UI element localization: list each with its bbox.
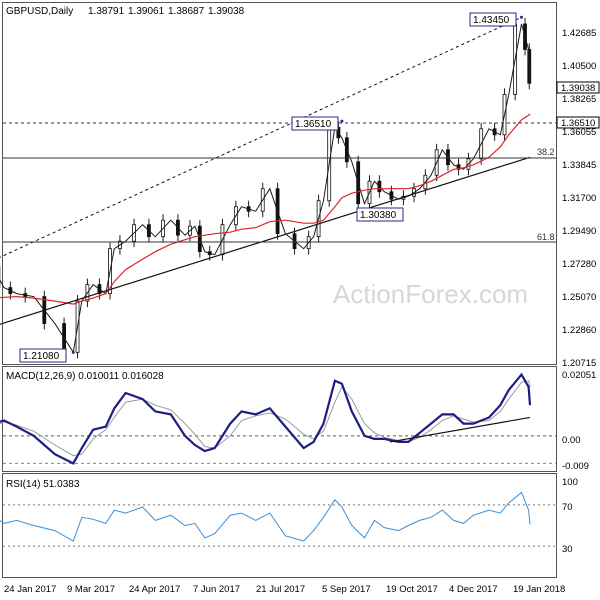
price-tick-label: 1.31700 bbox=[562, 193, 596, 204]
rsi-tick-label: 100 bbox=[562, 477, 578, 488]
price-line bbox=[0, 23, 531, 354]
rsi-tick-label: 30 bbox=[562, 544, 573, 555]
x-axis-tick-label: 4 Dec 2017 bbox=[449, 584, 498, 595]
price-panel-frame bbox=[2, 2, 557, 365]
x-axis-tick-label: 24 Jan 2017 bbox=[4, 584, 56, 595]
annotation-box-sep-high bbox=[291, 116, 339, 131]
annotation-point bbox=[519, 15, 523, 19]
chart-header-low: 1.38687 bbox=[168, 6, 205, 17]
macd-tick-label: 0.02051 bbox=[562, 370, 596, 381]
last-price-box bbox=[556, 81, 600, 94]
x-axis-tick-label: 19 Oct 2017 bbox=[386, 584, 438, 595]
macd-label: MACD(12,26,9) 0.010011 0.016028 bbox=[6, 371, 164, 382]
rsi-label: RSI(14) 51.0383 bbox=[6, 479, 80, 490]
price-tick-label: 1.29490 bbox=[562, 226, 596, 237]
macd-line bbox=[0, 372, 532, 465]
x-axis-tick-label: 24 Apr 2017 bbox=[129, 584, 180, 595]
price-tick-label: 1.38265 bbox=[562, 94, 596, 105]
chart-header-close: 1.39038 bbox=[208, 6, 245, 17]
price-tick-label: 1.40500 bbox=[562, 61, 596, 72]
price-tick-label: 1.22860 bbox=[562, 325, 596, 336]
channel-dashed-trendline bbox=[0, 16, 522, 258]
macd-trendline bbox=[389, 416, 531, 443]
annotation-label-mar-low: 1.21080 bbox=[23, 351, 60, 362]
annotation-label-high: 1.43450 bbox=[473, 15, 510, 26]
chart-header-symbol: GBPUSD,Daily bbox=[6, 6, 73, 17]
price-tick-label: 1.42685 bbox=[562, 28, 596, 39]
rsi-panel-frame bbox=[2, 473, 557, 578]
chart-header-high: 1.39061 bbox=[128, 6, 165, 17]
sma-line bbox=[0, 113, 531, 305]
fib-38-2-label: 38.2 bbox=[537, 147, 555, 157]
annotation-box-oct-low bbox=[356, 207, 404, 222]
price-tick-label: 1.25070 bbox=[562, 292, 596, 303]
x-axis-tick-label: 7 Jun 2017 bbox=[193, 584, 240, 595]
resistance-price-box bbox=[556, 116, 600, 129]
x-axis-tick-label: 9 Mar 2017 bbox=[67, 584, 115, 595]
price-tick-label: 1.36055 bbox=[562, 127, 596, 138]
price-tick-label: 1.20715 bbox=[562, 358, 596, 369]
annotation-label-sep-high: 1.36510 bbox=[295, 119, 332, 130]
macd-signal-line bbox=[0, 380, 531, 457]
annotation-point bbox=[71, 350, 75, 354]
x-axis-tick-label: 21 Jul 2017 bbox=[256, 584, 305, 595]
resistance-price-label: 1.36510 bbox=[561, 118, 595, 129]
watermark: ActionForex.com bbox=[333, 279, 528, 309]
annotation-box-high bbox=[469, 12, 517, 27]
annotation-point bbox=[340, 119, 344, 123]
rsi-tick-label: 70 bbox=[562, 502, 573, 513]
price-tick-label: 1.27280 bbox=[562, 259, 596, 270]
chart-header-open: 1.38791 bbox=[88, 6, 125, 17]
macd-panel-frame bbox=[2, 366, 557, 472]
fib-61-8-label: 61.8 bbox=[537, 232, 555, 242]
annotation-label-oct-low: 1.30380 bbox=[360, 210, 397, 221]
annotation-box-mar-low bbox=[19, 348, 67, 363]
x-axis-tick-label: 5 Sep 2017 bbox=[322, 584, 371, 595]
last-price-label: 1.39038 bbox=[561, 83, 595, 94]
price-tick-label: 1.33845 bbox=[562, 160, 596, 171]
macd-tick-label: 0.00 bbox=[562, 435, 581, 446]
macd-tick-label: -0.009 bbox=[562, 461, 589, 472]
rsi-line bbox=[0, 491, 531, 542]
x-axis-tick-label: 19 Jan 2018 bbox=[513, 584, 565, 595]
